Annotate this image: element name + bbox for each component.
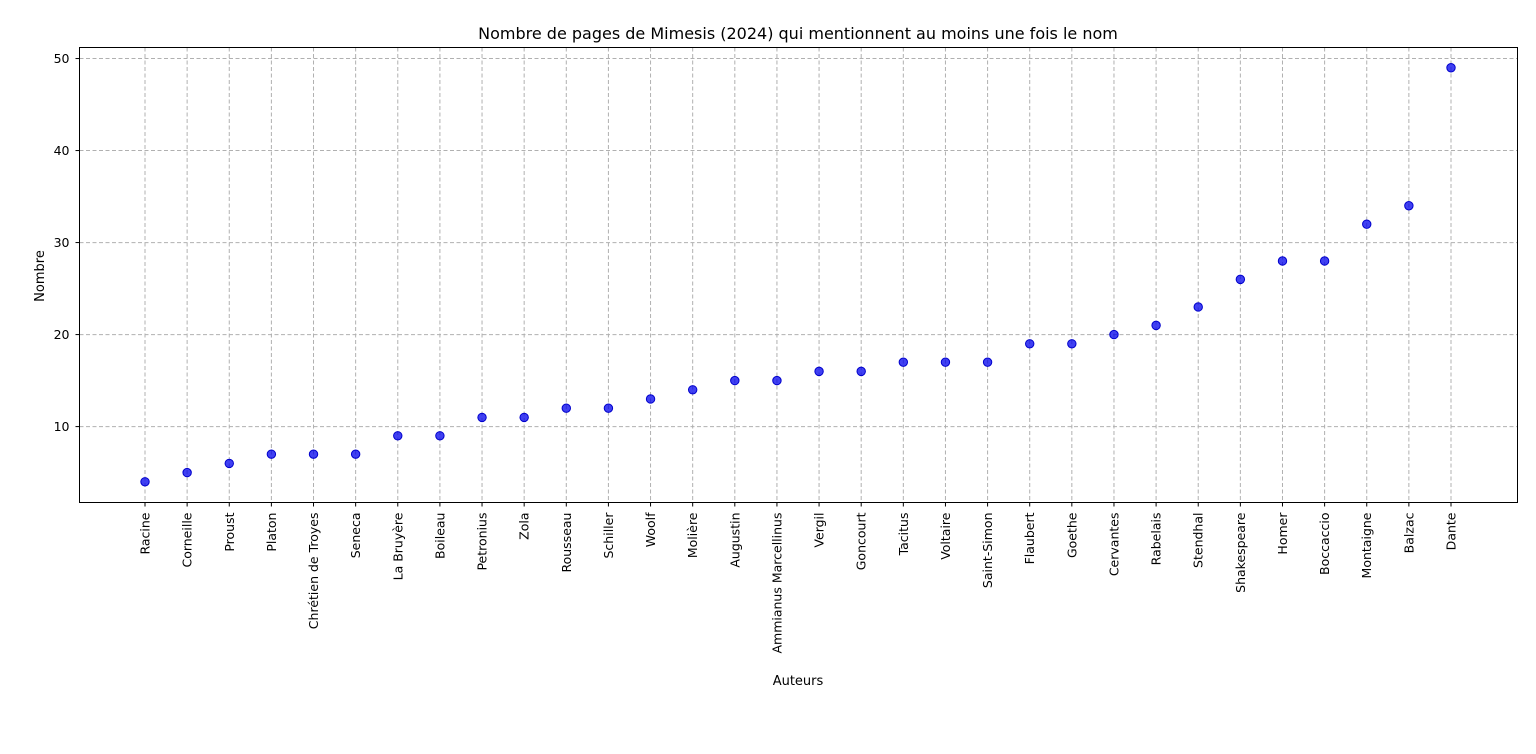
data-point: [1235, 274, 1246, 285]
data-point: [1446, 63, 1456, 73]
data-points: [140, 63, 1456, 487]
x-tick-label: Molière: [685, 512, 700, 558]
data-point: [856, 366, 866, 377]
data-point: [603, 403, 614, 413]
x-tick-label: Voltaire: [938, 512, 953, 560]
data-point: [140, 477, 150, 487]
x-tick-label: Racine: [138, 512, 153, 554]
data-point: [687, 385, 698, 395]
y-tick-label: 40: [54, 143, 70, 158]
data-point: [1404, 201, 1414, 211]
x-tick-label: Homer: [1275, 512, 1290, 555]
data-point: [772, 375, 782, 386]
x-tick-label: Dante: [1444, 512, 1459, 550]
x-tick-label: Proust: [222, 512, 237, 551]
grid-lines: [79, 47, 1518, 503]
data-point: [266, 449, 277, 459]
data-point: [477, 412, 487, 423]
x-tick-label: Ammianus Marcellinus: [769, 513, 784, 654]
data-point: [1193, 302, 1203, 312]
y-tick-label: 10: [54, 419, 70, 434]
x-tick-label: Rabelais: [1149, 513, 1164, 566]
x-tick-label: Zola: [517, 513, 532, 540]
x-axis-label: Auteurs: [773, 674, 824, 689]
x-axis-ticks: Racine Corneille Proust Platon Chrétien de T…: [138, 502, 1459, 654]
data-point: [561, 403, 571, 413]
x-tick-label: Tacitus: [896, 513, 911, 557]
data-point: [730, 375, 740, 386]
x-tick-label: Saint-Simon: [980, 512, 995, 588]
x-tick-label: Seneca: [348, 513, 363, 559]
x-tick-label: Shakespeare: [1233, 512, 1248, 593]
data-point: [224, 458, 234, 469]
x-tick-label: Augustin: [727, 513, 742, 568]
x-tick-label: Balzac: [1401, 512, 1416, 553]
x-tick-label: Boileau: [432, 513, 447, 559]
x-tick-label: Corneille: [180, 512, 195, 567]
x-tick-label: Platon: [264, 513, 279, 552]
data-point: [814, 366, 824, 377]
plot-area-frame: [79, 47, 1518, 503]
data-point: [1277, 256, 1288, 266]
x-tick-label: Petronius: [475, 513, 490, 571]
x-tick-label: Goethe: [1064, 512, 1079, 558]
y-tick-label: 30: [54, 235, 70, 250]
x-tick-label: Cervantes: [1106, 513, 1121, 577]
y-tick-label: 20: [54, 327, 70, 342]
data-point: [645, 394, 656, 404]
x-tick-label: Stendhal: [1191, 513, 1206, 568]
data-point: [940, 357, 951, 367]
data-point: [1362, 219, 1372, 229]
x-tick-label: La Bruyère: [390, 512, 405, 580]
x-tick-label: Schiller: [601, 512, 616, 559]
data-point: [982, 357, 993, 367]
data-point: [519, 412, 529, 423]
data-point: [308, 449, 319, 459]
data-point: [1109, 329, 1119, 340]
x-tick-label: Vergil: [812, 513, 827, 548]
x-tick-label: Woolf: [643, 512, 658, 547]
x-tick-label: Rousseau: [559, 513, 574, 573]
x-tick-label: Chrétien de Troyes: [306, 513, 321, 630]
data-point: [898, 357, 909, 367]
data-point: [1151, 320, 1161, 331]
chart-title: Nombre de pages de Mimesis (2024) qui me…: [478, 24, 1118, 43]
data-point: [182, 467, 192, 478]
x-tick-label: Flaubert: [1022, 512, 1037, 564]
data-point: [393, 431, 403, 441]
x-tick-label: Goncourt: [854, 512, 869, 570]
x-tick-label: Montaigne: [1359, 512, 1374, 578]
data-point: [1025, 339, 1035, 349]
y-axis-ticks: 10 20 30 40 50: [54, 51, 80, 434]
data-point: [1067, 339, 1077, 349]
data-point: [350, 449, 361, 459]
x-tick-label: Boccaccio: [1317, 513, 1332, 576]
y-axis-label: Nombre: [33, 250, 48, 302]
data-point: [1319, 256, 1330, 266]
y-tick-label: 50: [54, 51, 70, 66]
data-point: [435, 431, 445, 441]
